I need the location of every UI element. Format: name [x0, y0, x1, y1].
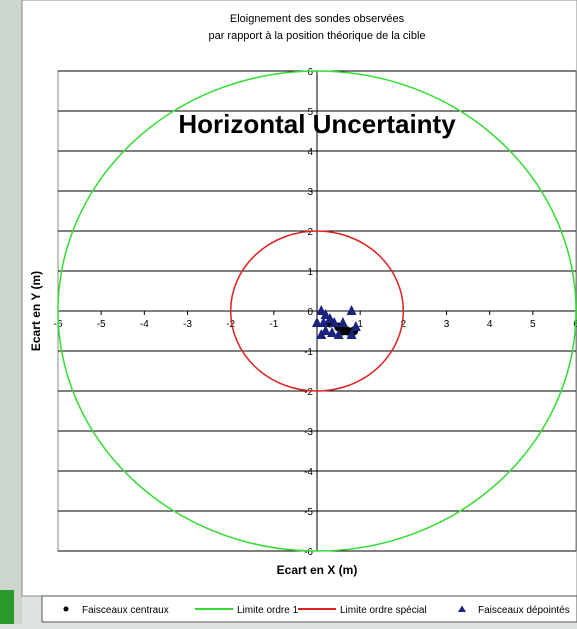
legend-label: Faisceaux centraux	[82, 605, 169, 616]
x-tick-label: 4	[487, 319, 493, 330]
annotation: Horizontal Uncertainty	[178, 109, 456, 139]
page: {"chart_data":{"type":"scatter", "title"…	[0, 0, 577, 629]
legend-label: Limite ordre 1	[237, 605, 299, 616]
y-tick-label: -4	[304, 467, 313, 478]
y-axis-label: Ecart en Y (m)	[29, 271, 43, 351]
x-tick-label: -5	[97, 319, 106, 330]
y-tick-label: 0	[307, 307, 313, 318]
title-line: par rapport à la position théorique de l…	[208, 30, 425, 42]
chart: Eloignement des sondes observées par rap…	[0, 0, 577, 624]
y-tick-label: 3	[307, 187, 313, 198]
chart-area	[22, 0, 577, 596]
x-axis-label: Ecart en X (m)	[277, 563, 358, 577]
x-tick-label: -1	[269, 319, 278, 330]
y-tick-label: 6	[307, 67, 313, 78]
x-tick-label: -3	[183, 319, 192, 330]
y-tick-label: 4	[307, 147, 313, 158]
legend-label: Faisceaux dépointés	[478, 605, 570, 616]
title-line: Eloignement des sondes observées	[230, 13, 405, 25]
legend-marker	[64, 607, 69, 612]
y-tick-label: 2	[307, 227, 313, 238]
y-tick-label: 1	[307, 267, 313, 278]
x-tick-label: 3	[444, 319, 450, 330]
y-tick-label: -5	[304, 507, 313, 518]
y-tick-label: -1	[304, 347, 313, 358]
background-strip	[0, 0, 22, 624]
background-icon	[0, 590, 14, 624]
y-tick-label: -6	[304, 547, 313, 558]
x-tick-label: -4	[140, 319, 149, 330]
y-tick-label: -2	[304, 387, 313, 398]
legend-label: Limite ordre spécial	[340, 605, 427, 616]
y-tick-label: -3	[304, 427, 313, 438]
x-tick-label: 5	[530, 319, 536, 330]
